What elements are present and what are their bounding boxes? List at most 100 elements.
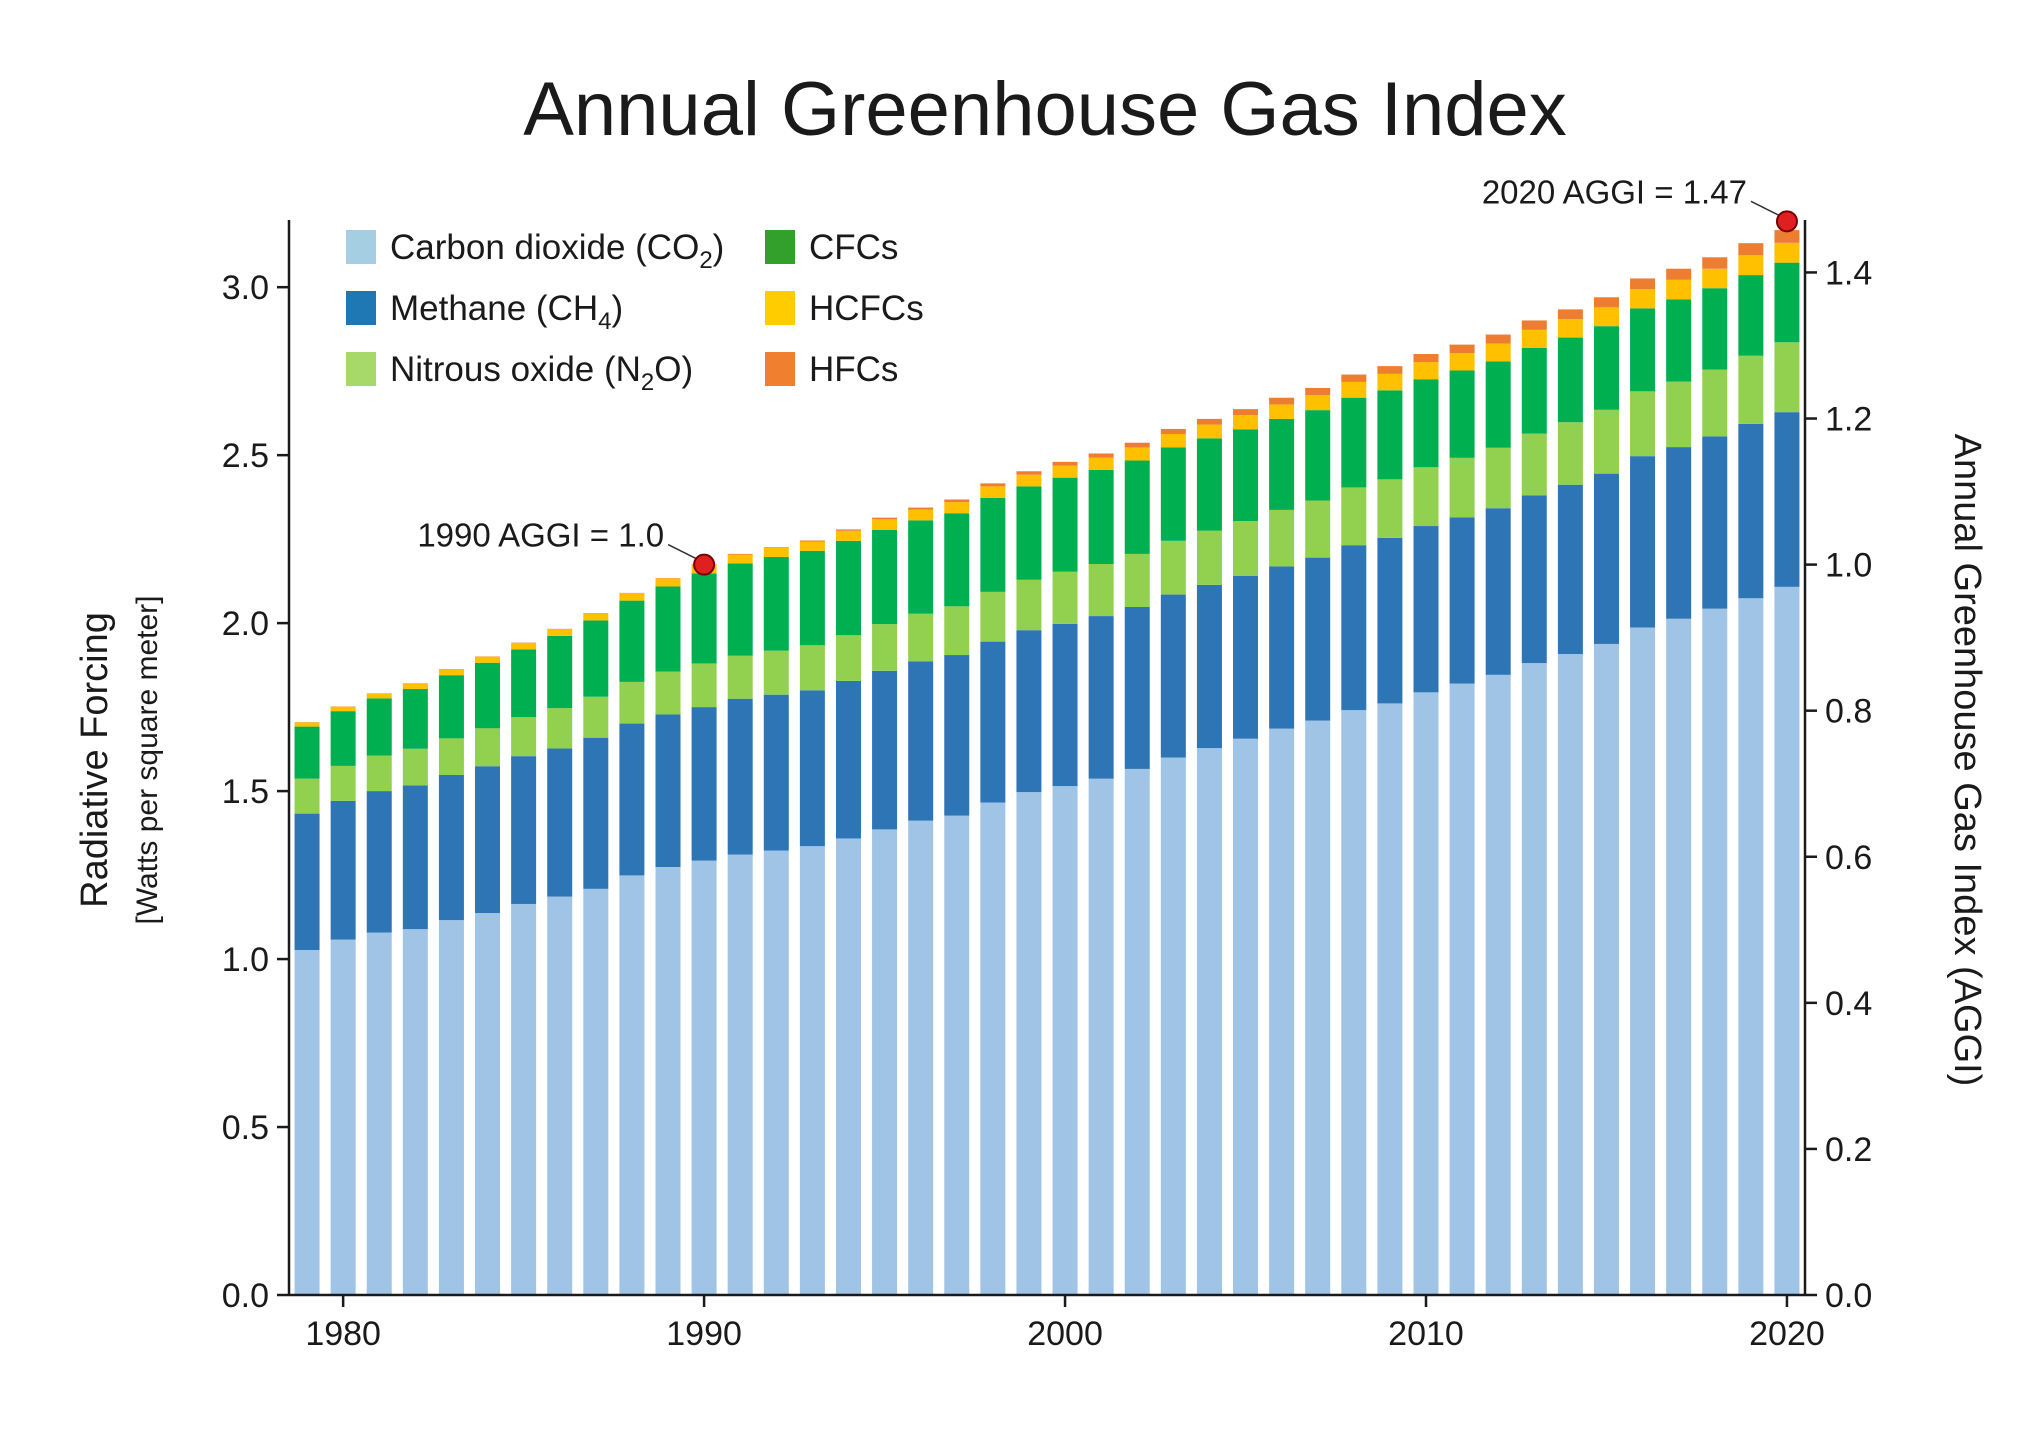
bar-segment-hfcs-2012 [1485, 334, 1511, 344]
bar-segment-methane-ch4-2004 [1196, 584, 1222, 749]
bar-segment-hcfcs-2017 [1666, 279, 1692, 300]
bar-segment-hfcs-2000 [1052, 461, 1078, 466]
bar-segment-methane-ch4-2003 [1160, 594, 1186, 758]
aggi-marker [693, 553, 716, 576]
bar-segment-hfcs-2002 [1124, 442, 1150, 448]
bar-segment-nitrous-oxide-n2o-2001 [1088, 564, 1114, 617]
bar-segment-methane-ch4-1981 [366, 791, 392, 933]
bar-segment-hcfcs-2012 [1485, 343, 1511, 362]
bar-segment-cfcs-1979 [294, 726, 320, 779]
legend-swatch [346, 291, 376, 325]
bar-segment-cfcs-1994 [835, 540, 861, 636]
bar-segment-cfcs-2015 [1593, 326, 1619, 410]
bar-segment-hcfcs-2002 [1124, 447, 1150, 461]
bar-segment-carbon-dioxide-co2-2020 [1774, 586, 1800, 1295]
bar-segment-cfcs-2017 [1666, 299, 1692, 382]
bar-segment-hfcs-2008 [1341, 374, 1367, 382]
bar-segment-methane-ch4-2017 [1666, 447, 1692, 619]
bar-segment-nitrous-oxide-n2o-1983 [438, 738, 464, 775]
bar-segment-methane-ch4-2006 [1269, 566, 1295, 729]
bar-segment-nitrous-oxide-n2o-1991 [727, 655, 753, 699]
bar-segment-hfcs-2017 [1666, 268, 1692, 280]
bar-segment-nitrous-oxide-n2o-1996 [908, 613, 934, 662]
bar-segment-hcfcs-1999 [1016, 474, 1042, 487]
legend-label: HFCs [809, 350, 898, 389]
bar-segment-methane-ch4-2018 [1702, 436, 1728, 609]
bar-segment-hcfcs-2018 [1702, 268, 1728, 289]
bar-segment-cfcs-1981 [366, 698, 392, 756]
y-axis-title-right: Annual Greenhouse Gas Index (AGGI) [1946, 434, 1988, 1087]
bar-segment-cfcs-1999 [1016, 486, 1042, 580]
bar-segment-methane-ch4-1985 [511, 756, 537, 904]
bar-segment-cfcs-1996 [908, 520, 934, 614]
bar-segment-nitrous-oxide-n2o-1994 [835, 635, 861, 681]
bar-segment-methane-ch4-2012 [1485, 508, 1511, 675]
bar-segment-cfcs-2008 [1341, 397, 1367, 488]
bar-segment-hcfcs-1981 [366, 693, 392, 699]
bar-segment-cfcs-1988 [619, 600, 645, 682]
bar-segment-carbon-dioxide-co2-1981 [366, 932, 392, 1295]
bar-segment-cfcs-1982 [402, 688, 428, 749]
bar-segment-carbon-dioxide-co2-1988 [619, 875, 645, 1295]
bar-segment-carbon-dioxide-co2-1996 [908, 820, 934, 1295]
bar-segment-hcfcs-2015 [1593, 307, 1619, 327]
bar-segment-nitrous-oxide-n2o-2018 [1702, 369, 1728, 437]
bar-segment-cfcs-2011 [1449, 370, 1475, 458]
bar-segment-nitrous-oxide-n2o-1988 [619, 681, 645, 724]
bar-segment-hcfcs-2011 [1449, 353, 1475, 371]
bar-segment-methane-ch4-1995 [872, 670, 898, 830]
bar-segment-methane-ch4-1998 [980, 641, 1006, 803]
bar-segment-carbon-dioxide-co2-2011 [1449, 683, 1475, 1295]
bar-segment-hfcs-2001 [1088, 453, 1114, 458]
bar-segment-methane-ch4-2008 [1341, 545, 1367, 711]
bar-segment-cfcs-1987 [583, 620, 609, 697]
bar-segment-cfcs-1997 [944, 513, 970, 607]
bar-segment-hcfcs-1979 [294, 722, 320, 727]
bar-segment-methane-ch4-1980 [330, 800, 356, 940]
bar-segment-methane-ch4-1984 [475, 766, 501, 914]
bar-segment-carbon-dioxide-co2-2001 [1088, 778, 1114, 1295]
x-tick-label: 2020 [1749, 1315, 1825, 1353]
bar-segment-methane-ch4-2007 [1305, 557, 1331, 721]
bar-segment-carbon-dioxide-co2-1997 [944, 815, 970, 1295]
bar-segment-nitrous-oxide-n2o-2004 [1196, 530, 1222, 585]
bar-segment-carbon-dioxide-co2-1992 [763, 850, 789, 1295]
bar-segment-nitrous-oxide-n2o-1997 [944, 606, 970, 656]
y2-axis-label: Annual Greenhouse Gas Index (AGGI) [1946, 434, 1988, 1087]
bar-segment-carbon-dioxide-co2-1995 [872, 829, 898, 1295]
annotation-leader [667, 543, 697, 560]
bar-segment-hcfcs-1989 [655, 578, 681, 587]
bar-segment-methane-ch4-2005 [1233, 575, 1259, 739]
legend-swatch [765, 291, 795, 325]
bar-segment-cfcs-2010 [1413, 379, 1439, 468]
bar-segment-methane-ch4-1996 [908, 661, 934, 821]
bar-segment-nitrous-oxide-n2o-1990 [691, 663, 717, 708]
bar-segment-hcfcs-1994 [835, 530, 861, 541]
y-tick-label: 1.5 [222, 773, 269, 811]
bar-segment-hcfcs-1995 [872, 519, 898, 530]
bar-segment-nitrous-oxide-n2o-2012 [1485, 447, 1511, 509]
bar-segment-cfcs-2002 [1124, 460, 1150, 554]
y-axis-title-left: Radiative Forcing [Watts per square mete… [74, 595, 164, 924]
bar-segment-carbon-dioxide-co2-2017 [1666, 618, 1692, 1295]
bar-segment-methane-ch4-1988 [619, 723, 645, 876]
bar-segment-hcfcs-2014 [1557, 319, 1583, 338]
bar-segment-carbon-dioxide-co2-2010 [1413, 692, 1439, 1295]
bar-segment-nitrous-oxide-n2o-2002 [1124, 553, 1150, 607]
legend: Carbon dioxide (CO2) Methane (CH4) Nitrous… [346, 228, 924, 396]
bar-segment-hcfcs-2008 [1341, 381, 1367, 398]
y-tick-label: 2.5 [222, 437, 269, 475]
bar-segment-hfcs-1997 [944, 499, 970, 503]
bar-segment-cfcs-1995 [872, 529, 898, 625]
x-tick-label: 2010 [1388, 1315, 1464, 1353]
bar-segment-hfcs-2020 [1774, 230, 1800, 243]
bar-segment-hcfcs-1987 [583, 613, 609, 621]
bar-segment-nitrous-oxide-n2o-2020 [1774, 342, 1800, 413]
bar-segment-carbon-dioxide-co2-2018 [1702, 608, 1728, 1295]
bar-segment-methane-ch4-2016 [1630, 456, 1656, 628]
bar-segment-methane-ch4-2011 [1449, 517, 1475, 684]
bar-segment-nitrous-oxide-n2o-2015 [1593, 409, 1619, 474]
bar-segment-hfcs-1995 [872, 517, 898, 520]
bar-segment-methane-ch4-1979 [294, 813, 320, 950]
bar-segment-carbon-dioxide-co2-2016 [1630, 627, 1656, 1295]
